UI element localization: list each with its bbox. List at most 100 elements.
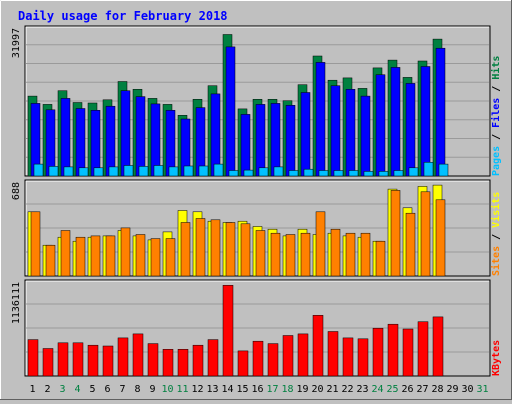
bar-files	[315, 62, 326, 177]
legend-part: Sites	[490, 246, 502, 276]
bar-pages	[138, 166, 149, 177]
bar-pages	[378, 171, 389, 177]
bar-pages	[243, 169, 254, 177]
bar-files	[375, 74, 386, 177]
bar-kbytes	[117, 337, 129, 377]
bar-files	[60, 98, 71, 177]
bar-kbytes	[177, 349, 189, 377]
bar-sites	[405, 212, 416, 277]
bar-pages	[153, 165, 164, 177]
x-tick-label: 17	[266, 384, 278, 395]
bar-pages	[183, 165, 194, 177]
bar-sites	[195, 218, 206, 277]
bar-files	[390, 67, 401, 177]
panel-kbytes: 1136111 KBytes	[11, 279, 502, 377]
bar-pages	[48, 166, 59, 177]
y-axis-max-label: 31997	[11, 28, 22, 58]
bar-sites	[135, 234, 146, 277]
bar-pages	[348, 170, 359, 177]
x-tick-label: 7	[119, 384, 125, 395]
bar-kbytes	[207, 339, 219, 377]
x-tick-label: 26	[401, 384, 413, 395]
x-tick-label: 1	[29, 384, 35, 395]
bar-pages	[303, 168, 314, 177]
bar-kbytes	[72, 342, 84, 377]
panel-visits-sites: 688 Sites / Visits	[11, 179, 502, 277]
bar-pages	[393, 170, 404, 177]
bar-kbytes	[42, 348, 54, 377]
bar-pages	[408, 167, 419, 177]
bar-kbytes	[147, 343, 159, 377]
x-tick-label: 9	[149, 384, 155, 395]
series-kbytes	[27, 285, 444, 377]
bar-sites	[330, 228, 341, 277]
x-tick-label: 11	[176, 384, 188, 395]
bar-pages	[363, 171, 374, 177]
x-tick-label: 29	[446, 384, 458, 395]
x-tick-label: 22	[341, 384, 353, 395]
bar-kbytes	[402, 328, 414, 377]
bar-files	[225, 46, 236, 177]
bar-pages	[63, 166, 74, 177]
panel-series-legend: Pages / Files / Hits	[490, 56, 502, 176]
x-tick-label: 27	[416, 384, 428, 395]
bar-kbytes	[252, 340, 264, 377]
bar-pages	[108, 166, 119, 177]
bar-kbytes	[57, 342, 69, 377]
x-tick-label: 4	[74, 384, 80, 395]
x-tick-label: 2	[44, 384, 50, 395]
bar-pages	[318, 170, 329, 177]
x-tick-label: 12	[191, 384, 203, 395]
x-tick-label: 16	[251, 384, 263, 395]
bar-sites	[255, 230, 266, 277]
x-tick-label: 5	[89, 384, 95, 395]
x-tick-label: 13	[206, 384, 218, 395]
x-tick-label: 31	[476, 384, 488, 395]
panel-series-legend: Sites / Visits	[490, 192, 502, 276]
bar-files	[300, 92, 311, 177]
bar-files	[405, 83, 416, 177]
bar-kbytes	[342, 337, 354, 377]
bar-sites	[360, 232, 371, 277]
bar-files	[150, 103, 161, 177]
legend-part: /	[491, 80, 502, 98]
x-tick-label: 25	[386, 384, 398, 395]
legend-part: Pages	[491, 146, 502, 176]
bar-sites	[150, 238, 161, 277]
bar-pages	[93, 167, 104, 177]
bar-kbytes	[87, 344, 99, 377]
bar-pages	[438, 163, 449, 177]
bar-files	[105, 105, 116, 177]
bar-sites	[60, 230, 71, 277]
x-tick-label: 6	[104, 384, 110, 395]
bar-pages	[213, 163, 224, 177]
bar-sites	[390, 190, 401, 277]
x-tick-label: 3	[59, 384, 65, 395]
bar-kbytes	[387, 323, 399, 377]
x-tick-label: 15	[236, 384, 248, 395]
bar-files	[135, 96, 146, 177]
chart-panels: 31997 Pages / Files / Hits 688 Sites / Visi…	[11, 25, 502, 377]
legend-part: /	[491, 228, 502, 246]
bar-sites	[105, 235, 116, 277]
x-tick-label: 30	[461, 384, 473, 395]
bar-kbytes	[327, 331, 339, 377]
bar-sites	[375, 240, 386, 277]
bar-pages	[198, 165, 209, 177]
series-files	[30, 46, 446, 177]
bar-sites	[30, 211, 41, 277]
x-tick-label: 19	[296, 384, 308, 395]
bar-pages	[168, 166, 179, 177]
bar-files	[420, 66, 431, 177]
x-tick-label: 10	[161, 384, 173, 395]
bar-files	[120, 90, 131, 177]
bar-kbytes	[297, 333, 309, 377]
x-axis-labels: 1 2 3 4 5 6 7 8 9 10 11 12 13 14 15 16 17 18 19 20 21 22 23 24 2…	[29, 384, 488, 395]
legend-part: /	[491, 128, 502, 146]
bar-sites	[420, 191, 431, 277]
bar-pages	[273, 166, 284, 177]
bar-files	[255, 104, 266, 177]
bar-pages	[123, 165, 134, 177]
bar-kbytes	[132, 333, 144, 377]
